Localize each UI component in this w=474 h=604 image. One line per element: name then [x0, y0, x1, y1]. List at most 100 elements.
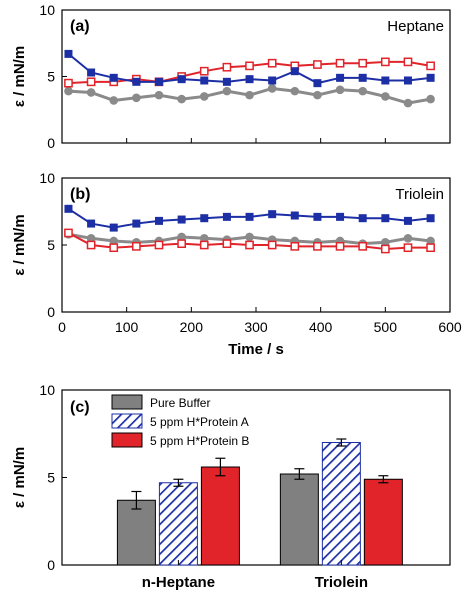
data-point-protein_a: [132, 219, 141, 228]
x-tick-label: 500: [374, 319, 398, 335]
data-point-protein_b: [222, 239, 232, 249]
data-point-protein_b: [245, 61, 254, 71]
data-point-pure_buffer: [86, 88, 96, 97]
data-point-pure_buffer: [245, 232, 254, 242]
data-point-protein_b: [86, 240, 96, 250]
data-point-protein_a: [290, 67, 299, 76]
data-point-protein_a: [87, 219, 96, 228]
data-point-protein_b: [403, 243, 413, 253]
panel-label: (c): [70, 399, 90, 416]
y-tick-label: 10: [39, 2, 55, 18]
data-point-protein_b: [313, 60, 322, 69]
data-point-protein_a: [222, 77, 231, 86]
data-point-pure_buffer: [381, 238, 390, 247]
bar-protein_b: [363, 478, 403, 566]
data-point-pure_buffer: [86, 234, 96, 243]
data-point-protein_a: [64, 49, 73, 58]
data-point-pure_buffer: [109, 236, 119, 246]
data-point-protein_a: [109, 73, 118, 82]
y-axis-label: ε / mN/m: [11, 214, 28, 275]
data-point-protein_a: [245, 75, 254, 84]
x-tick-label: 0: [58, 319, 66, 335]
data-point-pure_buffer: [199, 92, 209, 101]
data-point-protein_a: [245, 212, 254, 221]
data-point-pure_buffer: [267, 84, 277, 93]
data-point-protein_a: [290, 211, 299, 220]
x-tick-label: 100: [115, 319, 139, 335]
data-point-protein_b: [64, 78, 73, 88]
bar-protein_a: [321, 442, 361, 566]
data-point-protein_a: [200, 214, 209, 223]
data-point-pure_buffer: [109, 96, 119, 105]
data-point-protein_a: [426, 73, 435, 82]
data-point-protein_a: [155, 216, 163, 225]
data-point-protein_a: [313, 212, 322, 221]
data-point-protein_a: [177, 75, 186, 84]
data-point-protein_b: [132, 241, 141, 251]
data-point-protein_b: [267, 240, 277, 250]
y-tick-label: 10: [39, 170, 55, 186]
data-point-protein_b: [403, 57, 413, 67]
legend-label-protein_b: 5 ppm H*Protein B: [150, 434, 249, 448]
data-point-pure_buffer: [64, 86, 73, 96]
x-tick-label: 400: [309, 319, 333, 335]
data-point-pure_buffer: [313, 90, 322, 100]
data-point-pure_buffer: [222, 86, 232, 96]
data-point-protein_b: [109, 243, 119, 253]
data-point-protein_a: [381, 214, 390, 223]
legend-label-pure_buffer: Pure Buffer: [150, 396, 210, 410]
data-point-protein_b: [267, 58, 277, 68]
data-point-protein_a: [268, 76, 277, 85]
legend-swatch-protein_a: [111, 413, 143, 429]
data-point-protein_a: [403, 76, 412, 85]
bar-pure_buffer: [116, 499, 156, 566]
data-point-protein_a: [177, 215, 186, 224]
data-point-protein_b: [335, 58, 345, 68]
data-point-protein_b: [86, 77, 96, 87]
data-point-protein_b: [380, 244, 390, 254]
data-point-protein_a: [403, 216, 412, 225]
bar-protein_b: [200, 466, 240, 566]
data-point-protein_b: [177, 239, 186, 249]
bar-pure_buffer: [279, 473, 319, 566]
data-point-protein_a: [313, 79, 322, 88]
data-point-pure_buffer: [177, 94, 186, 104]
x-tick-label: 300: [244, 319, 268, 335]
data-point-protein_a: [358, 73, 367, 82]
y-tick-label: 10: [39, 382, 55, 398]
data-point-protein_b: [245, 240, 254, 250]
x-tick-label: 200: [180, 319, 204, 335]
data-point-pure_buffer: [199, 234, 209, 243]
data-point-protein_a: [358, 214, 367, 223]
panel-label: (a): [70, 18, 90, 35]
legend-swatch-pure_buffer: [111, 394, 143, 410]
data-point-pure_buffer: [177, 232, 186, 242]
data-point-protein_b: [199, 66, 209, 76]
data-point-protein_b: [358, 58, 368, 68]
bar-protein_a: [158, 482, 198, 566]
legend-label-protein_a: 5 ppm H*Protein A: [150, 415, 249, 429]
y-tick-label: 0: [47, 135, 55, 151]
data-point-protein_b: [199, 240, 209, 250]
data-point-pure_buffer: [403, 98, 413, 108]
panel-a-line-chart: 0 5 10 ε / mN/m (a) Heptane: [11, 2, 451, 151]
data-point-protein_a: [336, 212, 345, 221]
y-tick-label: 0: [47, 304, 55, 320]
data-point-pure_buffer: [403, 234, 413, 243]
y-tick-label: 5: [47, 69, 55, 85]
data-point-protein_a: [381, 76, 390, 85]
data-point-pure_buffer: [426, 236, 435, 246]
data-point-protein_a: [109, 223, 118, 232]
data-point-pure_buffer: [426, 94, 435, 104]
data-point-protein_b: [358, 241, 368, 251]
data-point-protein_b: [64, 228, 73, 238]
panel-label: (b): [70, 186, 90, 203]
category-label: Triolein: [315, 574, 368, 591]
data-point-protein_b: [313, 241, 322, 251]
data-point-protein_b: [426, 61, 435, 71]
x-tick-label: 600: [438, 319, 462, 335]
data-point-protein_a: [222, 212, 231, 221]
panel-name-label: Heptane: [387, 18, 444, 35]
data-point-protein_b: [426, 243, 435, 253]
